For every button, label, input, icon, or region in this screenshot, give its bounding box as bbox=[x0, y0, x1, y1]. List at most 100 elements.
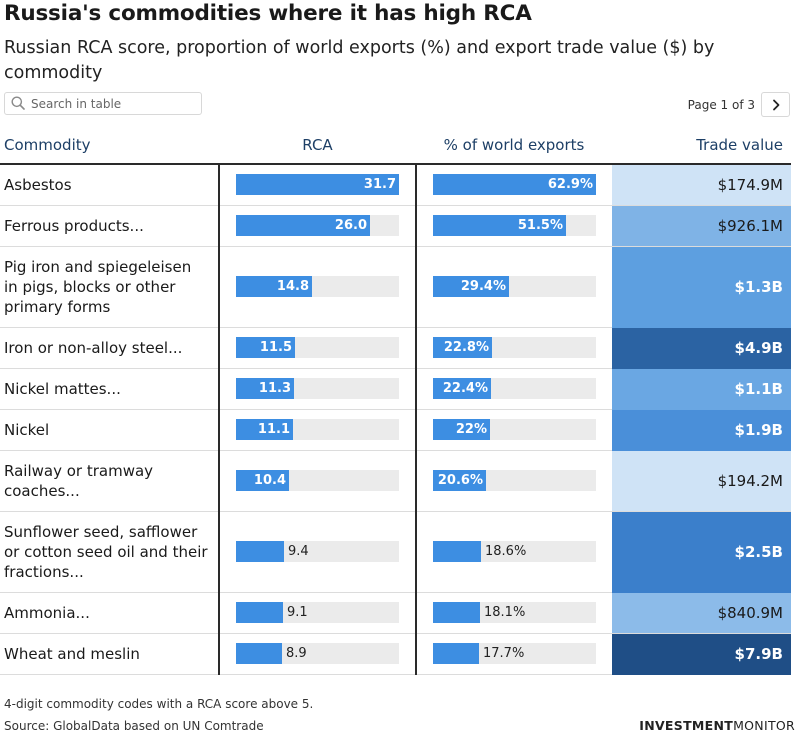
share-cell: 22.8% bbox=[415, 327, 612, 369]
share-bar bbox=[433, 337, 492, 358]
share-value-label: 18.1% bbox=[484, 605, 526, 620]
share-value-label: 17.7% bbox=[483, 646, 525, 661]
rca-value-label: 9.1 bbox=[287, 605, 308, 620]
table-row: Wheat and meslin 8.9 17.7% $7.9B bbox=[0, 633, 791, 675]
share-bar bbox=[433, 174, 596, 196]
share-cell: 22% bbox=[415, 409, 612, 451]
table-row: Iron or non-alloy steel... 11.5 22.8% $4.9B bbox=[0, 327, 791, 369]
rca-value-label: 8.9 bbox=[286, 646, 307, 661]
rca-bar bbox=[236, 276, 312, 297]
rca-value-label: 31.7 bbox=[363, 177, 396, 193]
search-icon bbox=[11, 96, 25, 110]
rca-bar-track: 14.8 bbox=[236, 276, 399, 297]
column-header-commodity[interactable]: Commodity bbox=[0, 127, 219, 165]
trade-value-cell: $4.9B bbox=[612, 327, 791, 369]
table-body: Asbestos 31.7 62.9% $174.9M Ferrous products… bbox=[0, 164, 791, 675]
table-row: Nickel 11.1 22% $1.9B bbox=[0, 409, 791, 451]
trade-value-cell: $194.2M bbox=[612, 450, 791, 512]
rca-bar-track: 26.0 bbox=[236, 215, 399, 236]
share-cell: 22.4% bbox=[415, 368, 612, 410]
share-value-label: 62.9% bbox=[547, 177, 593, 193]
trade-value-cell: $1.3B bbox=[612, 246, 791, 328]
share-bar bbox=[433, 276, 509, 297]
table-row: Ferrous products... 26.0 51.5% $926.1M bbox=[0, 205, 791, 247]
rca-bar-track: 10.4 bbox=[236, 470, 399, 491]
share-cell: 17.7% bbox=[415, 633, 612, 675]
share-cell: 20.6% bbox=[415, 450, 612, 512]
share-bar-track: 20.6% bbox=[433, 470, 596, 491]
rca-cell: 11.5 bbox=[218, 327, 416, 369]
share-value-label: 18.6% bbox=[485, 544, 527, 559]
brand-logo: INVESTMENTMONITOR bbox=[639, 718, 795, 733]
trade-value-cell: $7.9B bbox=[612, 633, 791, 675]
rca-value-label: 10.4 bbox=[253, 473, 286, 488]
data-table: Commodity RCA % of world exports Trade v… bbox=[0, 127, 791, 675]
share-bar bbox=[433, 215, 566, 236]
share-bar-track: 22% bbox=[433, 419, 596, 440]
rca-bar-track: 9.1 bbox=[236, 602, 399, 623]
commodity-name: Ammonia... bbox=[0, 592, 219, 634]
rca-bar bbox=[236, 215, 370, 236]
share-cell: 51.5% bbox=[415, 205, 612, 247]
share-bar-track: 22.8% bbox=[433, 337, 596, 358]
column-header-rca[interactable]: RCA bbox=[219, 127, 416, 165]
share-cell: 62.9% bbox=[415, 164, 612, 206]
rca-cell: 11.3 bbox=[218, 368, 416, 410]
rca-cell: 9.1 bbox=[218, 592, 416, 634]
rca-value-label: 11.5 bbox=[259, 340, 292, 355]
share-value-label: 22.8% bbox=[443, 340, 489, 355]
rca-bar-track: 11.5 bbox=[236, 337, 399, 358]
trade-value-cell: $174.9M bbox=[612, 164, 791, 206]
search-box[interactable] bbox=[4, 92, 202, 115]
chart-title: Russia's commodities where it has high R… bbox=[4, 1, 532, 26]
rca-cell: 9.4 bbox=[218, 511, 416, 593]
table-row: Pig iron and spiegeleisen in pigs, block… bbox=[0, 246, 791, 328]
share-bar-track: 22.4% bbox=[433, 378, 596, 399]
share-value-label: 22% bbox=[455, 422, 487, 437]
rca-value-label: 14.8 bbox=[276, 279, 309, 294]
chevron-right-icon bbox=[772, 99, 779, 110]
page-indicator: Page 1 of 3 bbox=[687, 98, 755, 112]
trade-value-cell: $1.1B bbox=[612, 368, 791, 410]
share-value-label: 22.4% bbox=[442, 381, 488, 396]
commodity-name: Ferrous products... bbox=[0, 205, 219, 247]
column-header-trade-value[interactable]: Trade value bbox=[612, 127, 791, 165]
rca-bar bbox=[236, 378, 294, 399]
table-row: Sunflower seed, safflower or cotton seed… bbox=[0, 511, 791, 593]
rca-cell: 10.4 bbox=[218, 450, 416, 512]
rca-bar bbox=[236, 337, 295, 358]
table-row: Asbestos 31.7 62.9% $174.9M bbox=[0, 164, 791, 206]
rca-bar bbox=[236, 643, 282, 664]
trade-value-cell: $1.9B bbox=[612, 409, 791, 451]
commodity-name: Pig iron and spiegeleisen in pigs, block… bbox=[0, 246, 219, 328]
search-input[interactable] bbox=[31, 93, 199, 114]
share-bar-track: 29.4% bbox=[433, 276, 596, 297]
rca-bar-track: 8.9 bbox=[236, 643, 399, 664]
table-header-row: Commodity RCA % of world exports Trade v… bbox=[0, 127, 791, 165]
next-page-button[interactable] bbox=[761, 92, 790, 117]
rca-value-label: 11.1 bbox=[257, 422, 290, 437]
rca-bar-track: 11.1 bbox=[236, 419, 399, 440]
rca-bar bbox=[236, 174, 399, 196]
trade-value-cell: $2.5B bbox=[612, 511, 791, 593]
share-bar-track: 18.1% bbox=[433, 602, 596, 623]
rca-bar-track: 11.3 bbox=[236, 378, 399, 399]
brand-logo-bold: INVESTMENT bbox=[639, 718, 734, 733]
share-bar-track: 18.6% bbox=[433, 541, 596, 562]
share-bar-track: 62.9% bbox=[433, 174, 596, 196]
rca-cell: 14.8 bbox=[218, 246, 416, 328]
commodity-name: Iron or non-alloy steel... bbox=[0, 327, 219, 369]
share-value-label: 51.5% bbox=[517, 218, 563, 233]
rca-bar-track: 9.4 bbox=[236, 541, 399, 562]
chart-subtitle: Russian RCA score, proportion of world e… bbox=[4, 38, 715, 83]
table-row: Railway or tramway coaches... 10.4 20.6% $1… bbox=[0, 450, 791, 512]
rca-cell: 8.9 bbox=[218, 633, 416, 675]
trade-value-cell: $840.9M bbox=[612, 592, 791, 634]
column-header-share[interactable]: % of world exports bbox=[416, 127, 612, 165]
brand-logo-light: MONITOR bbox=[733, 718, 795, 733]
rca-value-label: 11.3 bbox=[258, 381, 291, 396]
rca-bar bbox=[236, 470, 289, 491]
commodity-name: Sunflower seed, safflower or cotton seed… bbox=[0, 511, 219, 593]
rca-bar bbox=[236, 419, 293, 440]
rca-value-label: 9.4 bbox=[288, 544, 309, 559]
